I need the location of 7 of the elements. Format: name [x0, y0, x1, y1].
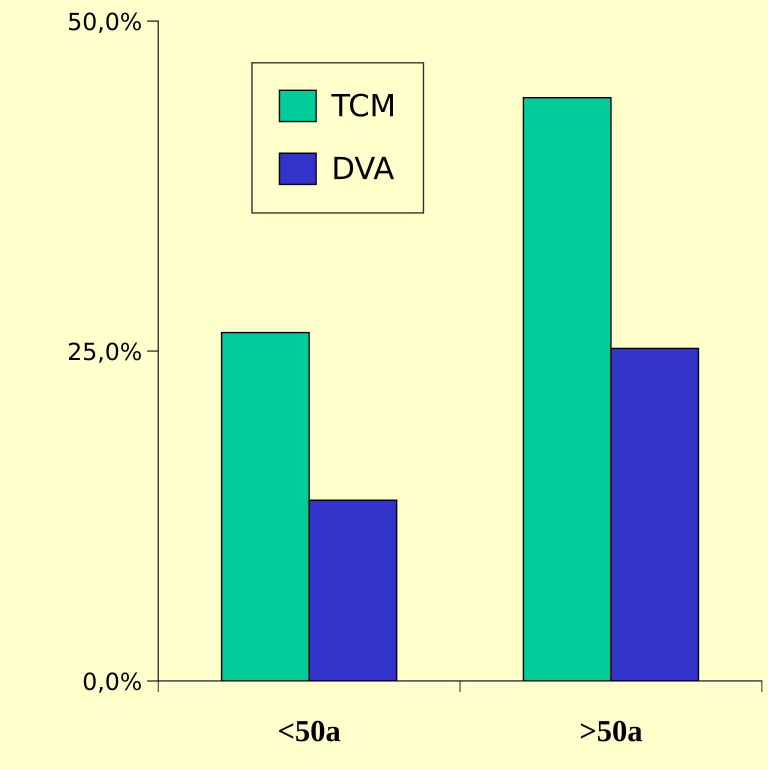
- x-tick-label: >50a: [580, 720, 642, 742]
- x-tick-label: <50a: [279, 720, 340, 742]
- legend-label: TCM: [331, 94, 393, 117]
- y-tick-label: 0,0%: [84, 672, 141, 693]
- legend-label: DVA: [334, 156, 394, 180]
- y-tick-label: 50,0%: [69, 12, 141, 33]
- y-tick-label: 25,0%: [68, 342, 141, 363]
